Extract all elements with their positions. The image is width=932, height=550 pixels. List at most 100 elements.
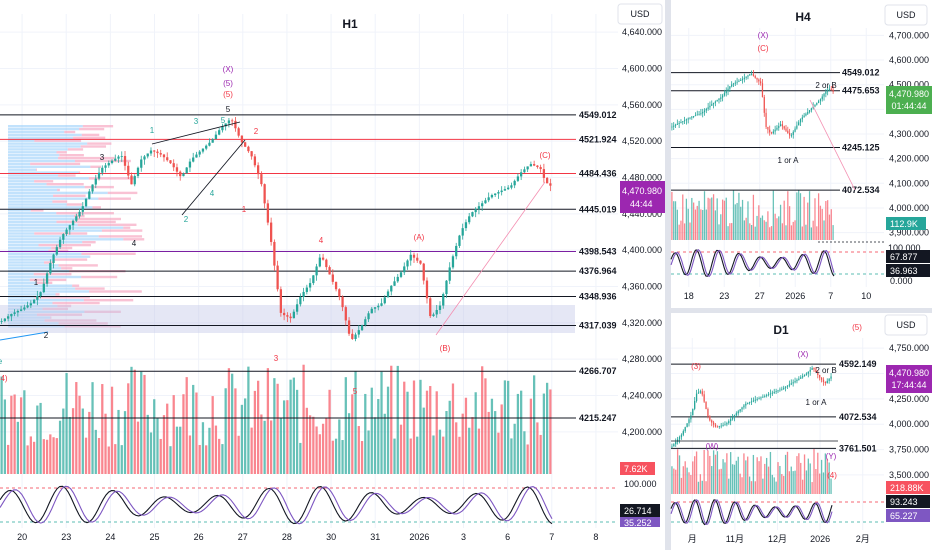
h1-volume-bar bbox=[169, 446, 172, 474]
h1-candle-body bbox=[250, 151, 253, 157]
h1-candle-body bbox=[523, 169, 526, 173]
h1-x-tick: 20 bbox=[17, 532, 27, 542]
h4-x-axis[interactable]: 18 23 27 2026 7 10 bbox=[684, 291, 872, 301]
h4-candle-body bbox=[828, 88, 831, 91]
h1-candle-body bbox=[318, 257, 321, 267]
h1-candle-body bbox=[354, 334, 357, 339]
h1-level-label: 4484.436 bbox=[579, 168, 617, 178]
h1-y-axis[interactable]: 4,640.000 4,600.000 4,560.000 4,520.000 4,48… bbox=[622, 27, 662, 437]
h1-x-axis[interactable]: 20 23 24 25 26 27 28 30 31 2026 3 6 7 8 bbox=[17, 532, 598, 542]
h1-wave-label: 4) bbox=[0, 374, 7, 383]
h1-volume-bar bbox=[185, 377, 188, 474]
h4-volume-bar bbox=[673, 201, 675, 240]
d1-candle-body bbox=[680, 434, 683, 438]
h4-price-value: 4,470.980 bbox=[889, 89, 929, 99]
h1-profile-bar-sell bbox=[50, 316, 52, 319]
h1-candle-body bbox=[539, 167, 542, 170]
d1-volume-bar bbox=[728, 478, 730, 494]
d1-candle-body bbox=[747, 402, 749, 404]
h1-currency-label: USD bbox=[630, 9, 650, 19]
h1-volume-bar bbox=[315, 426, 318, 474]
h1-volume-bar bbox=[75, 382, 78, 474]
h1-volume-bar bbox=[162, 415, 166, 474]
h1-candle-body bbox=[328, 267, 331, 275]
h1-profile-bar-buy bbox=[8, 200, 53, 203]
h1-volume-bar bbox=[471, 417, 474, 474]
h4-candle-body bbox=[779, 124, 782, 127]
h1-volume-bar bbox=[533, 375, 536, 474]
h4-y-axis[interactable]: 4,700.0004,600.0004,500.0004,400.0004,30… bbox=[889, 30, 929, 237]
d1-x-tick: 2月 bbox=[856, 534, 870, 544]
h1-volume-profile bbox=[8, 125, 145, 328]
h4-level-label: 4549.012 bbox=[842, 68, 880, 78]
h1-candle-body bbox=[273, 241, 276, 266]
h1-volume-bar bbox=[510, 438, 513, 474]
h1-candle-body bbox=[221, 126, 224, 131]
d1-volume-bar bbox=[813, 449, 815, 494]
d1-currency-button[interactable] bbox=[884, 314, 928, 336]
h1-profile-bar-buy bbox=[8, 243, 39, 247]
h1-volume-bar bbox=[172, 395, 175, 474]
h4-volume-bar bbox=[817, 193, 820, 240]
h1-volume-bar bbox=[71, 408, 75, 474]
h1-candle-body bbox=[409, 254, 412, 261]
h4-volume-bar bbox=[736, 202, 738, 240]
h1-volume-bar bbox=[412, 380, 416, 474]
h4-volume-bar bbox=[676, 209, 678, 240]
h4-x-tick: 7 bbox=[828, 291, 833, 301]
h1-candle-body bbox=[315, 266, 318, 276]
d1-volume-bar bbox=[809, 463, 811, 494]
h1-candle-body bbox=[182, 173, 185, 177]
d1-volume-bar bbox=[807, 458, 809, 494]
h4-volume-bar bbox=[720, 214, 722, 240]
h4-candle-body bbox=[790, 134, 793, 136]
h1-candle-body bbox=[526, 166, 529, 170]
h1-volume-bar bbox=[260, 414, 263, 474]
h4-candle-body bbox=[772, 131, 774, 134]
h1-osc-k-value: 26.714 bbox=[624, 506, 652, 516]
h1-profile-bar-sell bbox=[90, 165, 102, 168]
h4-volume-bar bbox=[816, 226, 818, 240]
h1-profile-bar-buy bbox=[8, 284, 73, 287]
h4-wave-label: (C) bbox=[757, 44, 768, 53]
d1-candle-body bbox=[786, 385, 789, 387]
h1-volume-bar bbox=[211, 396, 214, 474]
h1-candle-body bbox=[510, 185, 513, 188]
d1-wave-label: 1 or A bbox=[806, 398, 828, 407]
h1-wave-labels: (X) (5) (5) 5 2 1 3 5 3 4 2 4 1 4 (A) (C) 1 2 3 5 (B) e 4) bbox=[0, 65, 551, 396]
h4-volume-bar bbox=[689, 222, 691, 240]
h1-volume-bar bbox=[110, 386, 114, 474]
h1-candle-body bbox=[84, 198, 88, 207]
d1-volume-bar bbox=[720, 468, 722, 494]
d1-candle-body bbox=[733, 415, 736, 418]
h1-volume-bar bbox=[84, 437, 88, 474]
d1-volume-bar bbox=[707, 450, 709, 494]
panel-divider-horizontal[interactable] bbox=[671, 308, 932, 313]
h4-x-tick: 10 bbox=[861, 291, 871, 301]
h1-profile-bar-sell bbox=[79, 127, 105, 131]
h1-currency-button[interactable] bbox=[617, 3, 663, 25]
h1-wave-label: (X) bbox=[223, 65, 234, 74]
d1-candle-body bbox=[801, 376, 804, 378]
h1-volume-bar bbox=[367, 430, 370, 474]
h1-profile-bar-sell bbox=[75, 287, 105, 290]
d1-x-axis[interactable]: 月 11月 12月 2026 2月 bbox=[688, 534, 870, 544]
h4-y-tick: 4,300.000 bbox=[889, 129, 929, 139]
h4-volume-bar bbox=[781, 223, 784, 240]
h1-candle-body bbox=[474, 209, 477, 213]
h1-volume-bar bbox=[120, 445, 123, 474]
panel-divider-vertical[interactable] bbox=[665, 0, 671, 550]
h1-x-tick: 6 bbox=[505, 532, 510, 542]
h1-candle-body bbox=[529, 164, 533, 167]
h1-volume-bar bbox=[308, 415, 312, 474]
d1-volume-bar bbox=[716, 451, 719, 494]
h1-candle-body bbox=[218, 130, 221, 135]
d1-candle-body bbox=[830, 376, 832, 379]
h4-volume-bar bbox=[749, 223, 751, 240]
h4-candle-body bbox=[803, 115, 805, 118]
h4-currency-button[interactable] bbox=[884, 4, 928, 26]
h1-profile-bar-buy bbox=[8, 316, 51, 319]
d1-candle-body bbox=[675, 441, 677, 445]
h1-profile-bar-sell bbox=[81, 252, 136, 255]
